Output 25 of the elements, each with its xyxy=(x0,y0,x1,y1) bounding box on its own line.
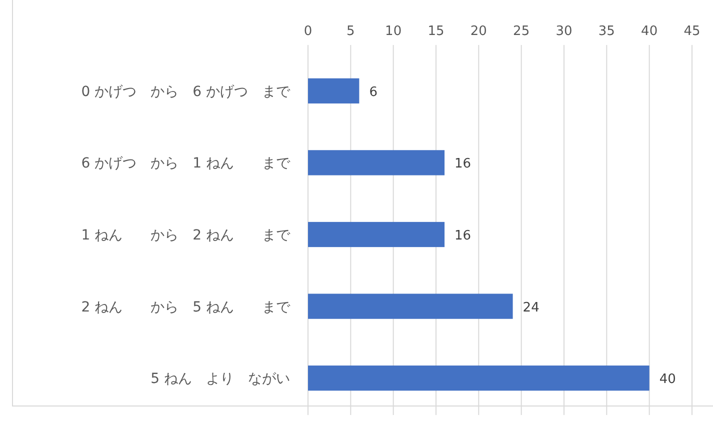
bar xyxy=(308,78,360,104)
y-tick-label: 6 かげつ から 1 ねん まで xyxy=(81,156,291,172)
x-tick-label: 25 xyxy=(513,24,530,39)
x-tick-label: 10 xyxy=(385,24,402,39)
bar xyxy=(308,150,445,176)
x-tick-label: 0 xyxy=(304,24,312,39)
y-tick-label: 1 ねん から 2 ねん まで xyxy=(81,228,291,244)
data-label: 40 xyxy=(659,372,676,388)
x-tick-label: 20 xyxy=(470,24,487,39)
y-tick-label: 2 ねん から 5 ねん まで xyxy=(81,299,291,316)
x-tick-label: 35 xyxy=(598,24,615,39)
x-tick-label: 30 xyxy=(556,24,572,39)
bar xyxy=(308,294,513,319)
x-tick-label: 40 xyxy=(641,24,658,39)
bar xyxy=(308,366,650,391)
x-tick-label: 45 xyxy=(684,24,700,39)
y-tick-label: 0 かげつ から 6 かげつ まで xyxy=(81,84,291,100)
data-label: 24 xyxy=(522,300,540,316)
data-label: 16 xyxy=(454,156,472,172)
data-label: 16 xyxy=(454,228,472,244)
bar xyxy=(308,222,445,248)
x-tick-label: 15 xyxy=(428,24,444,39)
data-label: 6 xyxy=(369,84,378,100)
y-tick-label: 5 ねん より ながい xyxy=(150,371,290,388)
x-tick-label: 5 xyxy=(346,24,355,39)
